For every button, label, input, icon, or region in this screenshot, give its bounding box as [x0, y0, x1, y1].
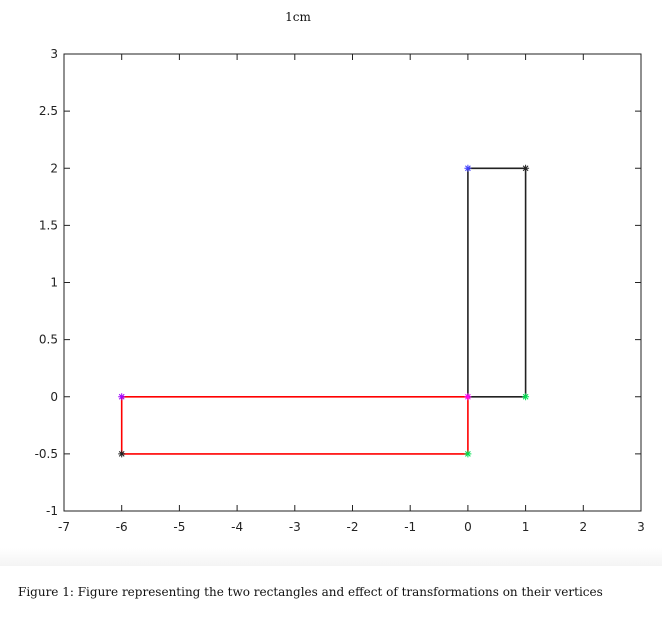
vertex-marker — [464, 164, 472, 172]
x-tick-label: 1 — [522, 520, 530, 534]
vertex-marker — [522, 393, 530, 401]
x-tick-label: -2 — [347, 520, 359, 534]
x-tick-label: -4 — [231, 520, 243, 534]
x-tick-label: -7 — [58, 520, 70, 534]
figure-caption: Figure 1: Figure representing the two re… — [18, 585, 603, 599]
vertex-marker — [464, 393, 472, 401]
y-tick-label: 1 — [50, 276, 58, 290]
y-tick-label: -0.5 — [35, 447, 58, 461]
x-tick-label: -5 — [173, 520, 185, 534]
y-tick-label: 2.5 — [39, 104, 58, 118]
vertex-marker — [522, 164, 530, 172]
y-tick-label: 1.5 — [39, 218, 58, 232]
x-tick-label: 2 — [579, 520, 587, 534]
vertex-marker — [464, 450, 472, 458]
x-tick-label: -3 — [289, 520, 301, 534]
y-tick-label: 2 — [50, 161, 58, 175]
y-tick-label: 0 — [50, 390, 58, 404]
vertex-marker — [118, 393, 126, 401]
figure-top-label: 1cm — [285, 10, 311, 24]
ticks-layer: -7 -6 -5 -4 -3 -2 -1 0 1 2 3 -1 -0.5 0 0.5 1 1.5 2 2.5 3 — [35, 47, 645, 534]
y-tick-label: 3 — [50, 47, 58, 61]
series-line-0 — [120, 395, 469, 455]
frame-layer — [63, 53, 642, 512]
figure-bottom-shade — [0, 548, 662, 566]
y-tick-label: -1 — [46, 504, 58, 518]
series-line-1 — [467, 167, 527, 398]
x-tick-label: 0 — [464, 520, 472, 534]
vertex-marker — [118, 450, 126, 458]
x-tick-label: 3 — [637, 520, 645, 534]
x-tick-label: -1 — [404, 520, 416, 534]
x-tick-label: -6 — [116, 520, 128, 534]
series-layer — [120, 167, 527, 455]
chart: -7 -6 -5 -4 -3 -2 -1 0 1 2 3 -1 -0.5 0 0.5 1 1.5 2 2.5 3 — [35, 47, 645, 534]
y-tick-label: 0.5 — [39, 333, 58, 347]
marker-layer — [118, 164, 530, 458]
plot-frame — [63, 53, 642, 512]
